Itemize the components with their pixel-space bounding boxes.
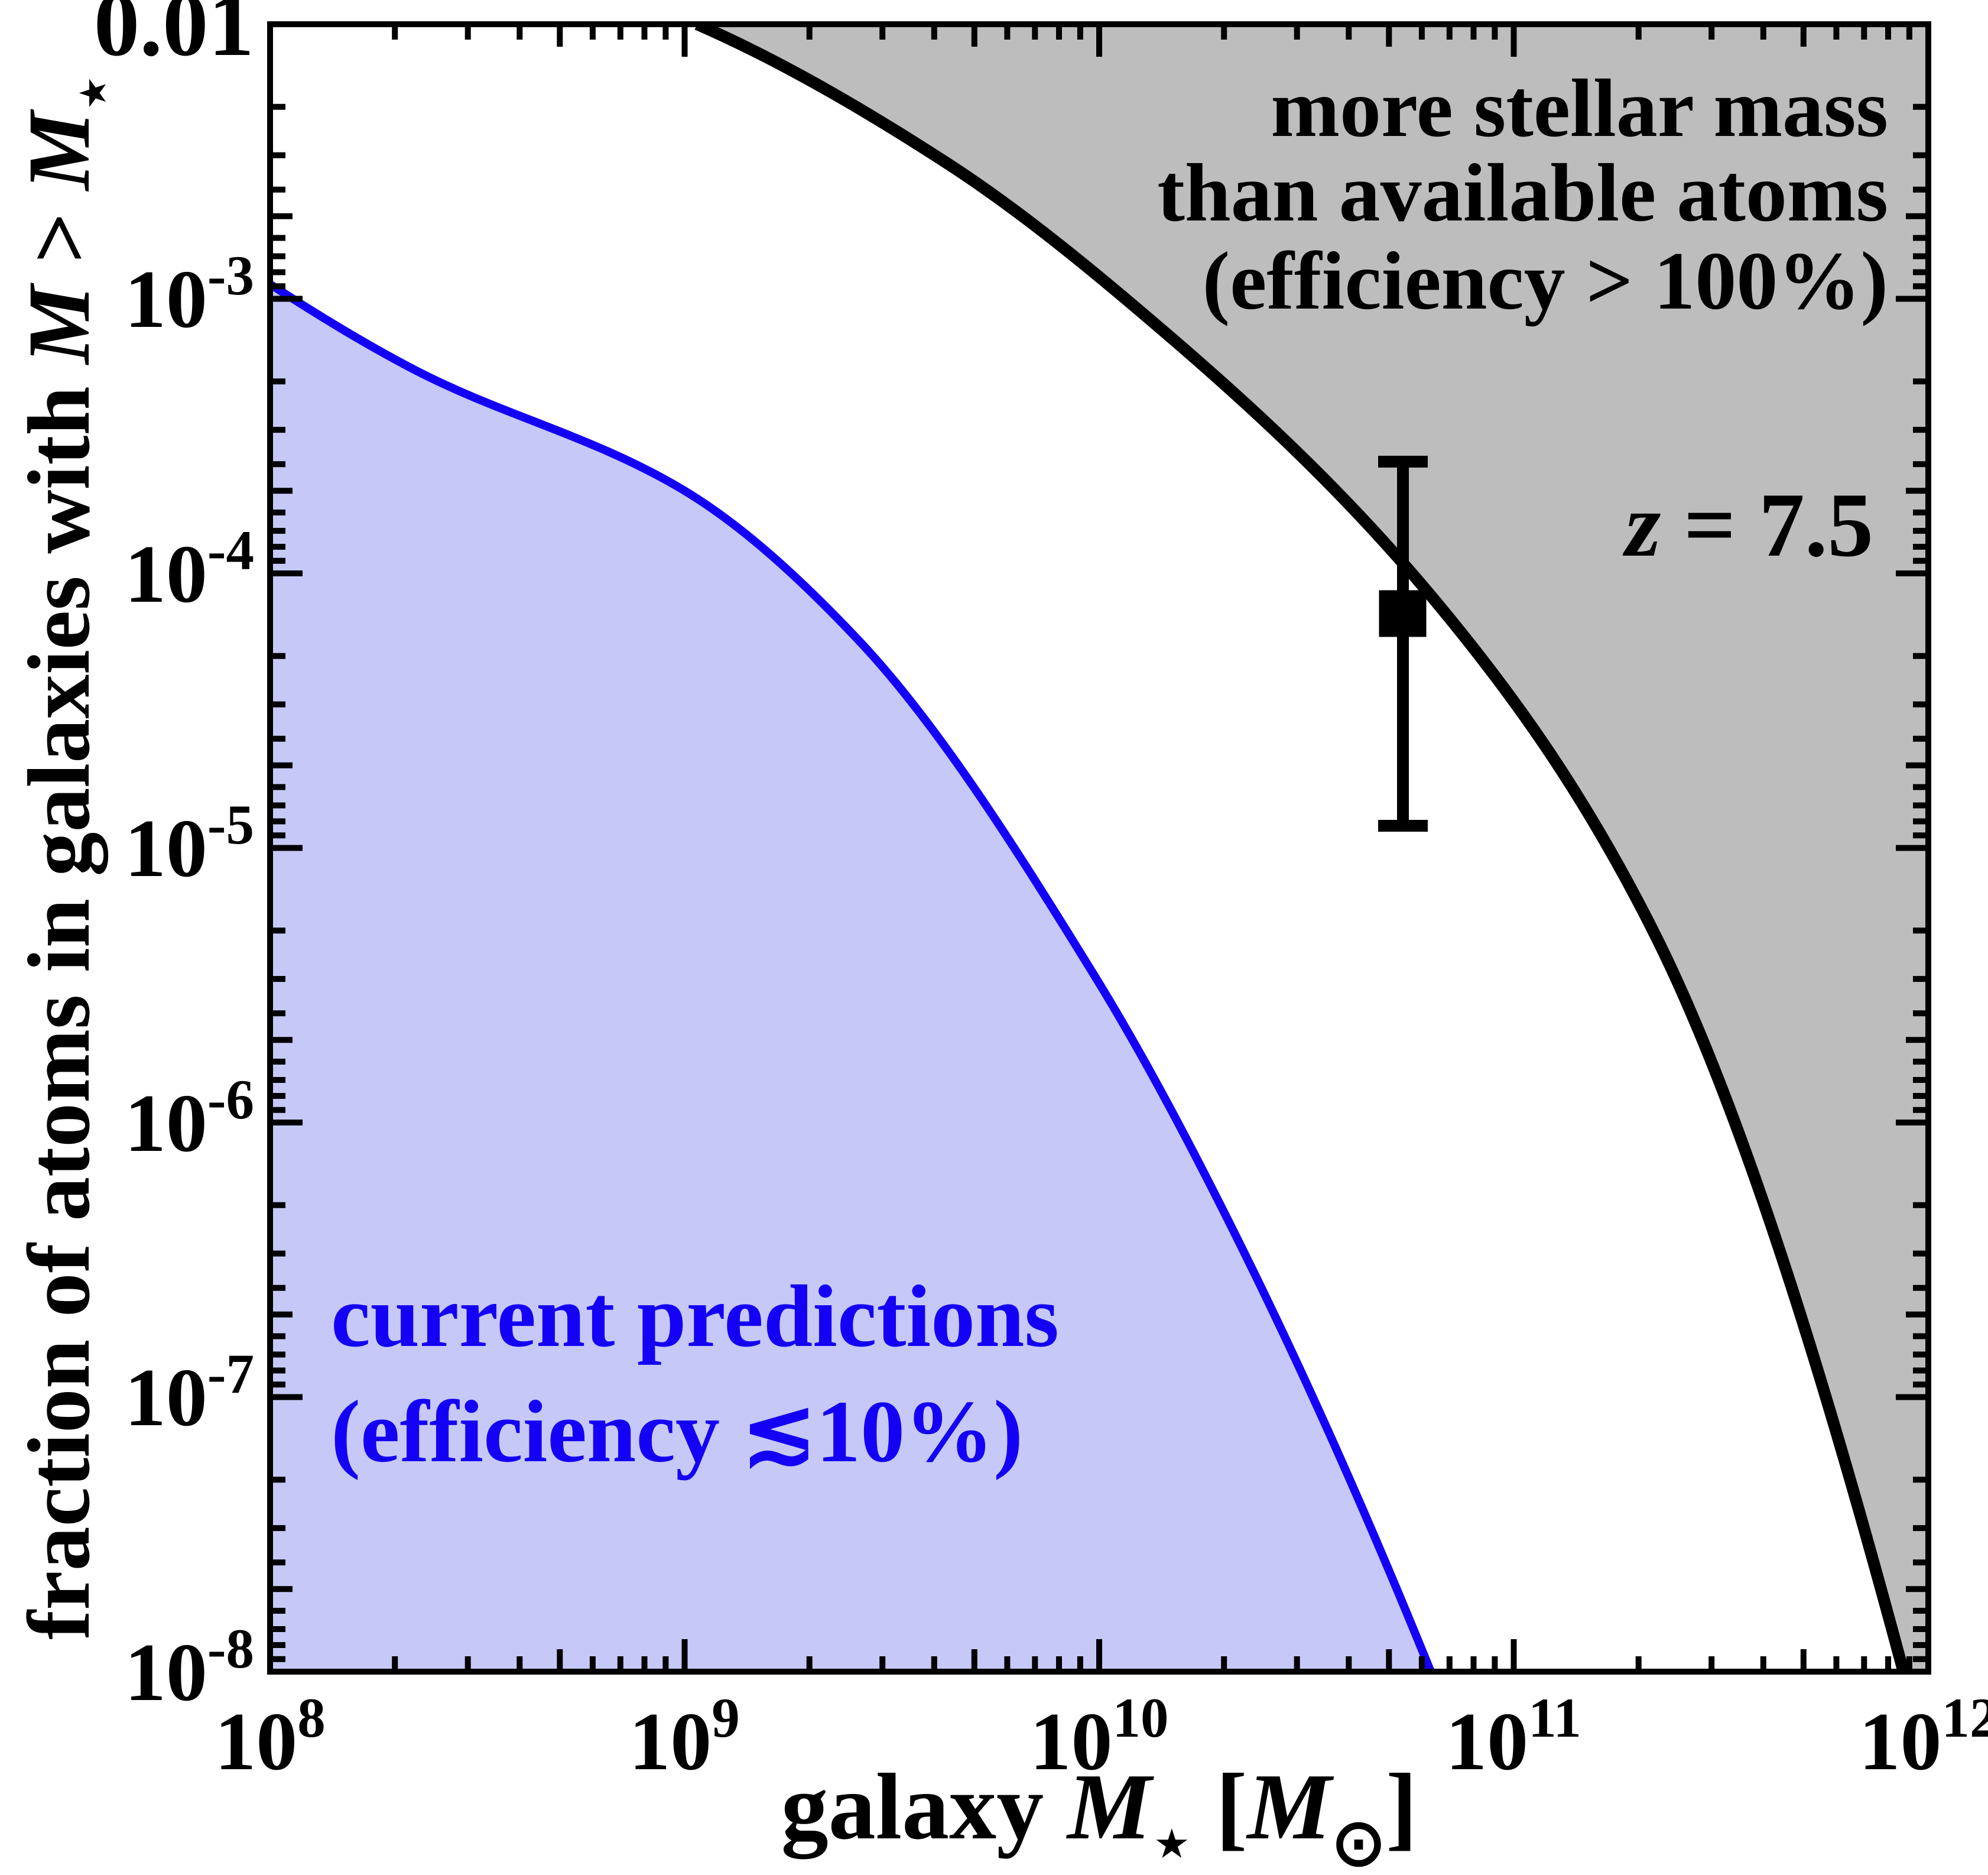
svg-text:1011: 1011	[1445, 1686, 1581, 1788]
svg-text:current predictions: current predictions	[331, 1267, 1059, 1365]
svg-text:10-4: 10-4	[125, 519, 254, 620]
svg-text:108: 108	[215, 1686, 326, 1788]
svg-text:z = 7.5: z = 7.5	[1622, 474, 1873, 576]
svg-text:1012: 1012	[1859, 1686, 1988, 1788]
svg-text:10-5: 10-5	[125, 793, 254, 894]
svg-text:galaxy M⋆ [M⊙]: galaxy M⋆ [M⊙]	[781, 1754, 1418, 1872]
svg-text:more stellar mass: more stellar mass	[1271, 63, 1888, 154]
svg-text:0.01: 0.01	[94, 0, 254, 75]
svg-text:(efficiency > 100%): (efficiency > 100%)	[1203, 235, 1888, 327]
svg-text:109: 109	[629, 1686, 740, 1788]
svg-text:10-7: 10-7	[125, 1342, 254, 1443]
svg-text:fraction of atoms in galaxies: fraction of atoms in galaxies with M > M…	[10, 74, 125, 1640]
svg-text:10-3: 10-3	[125, 244, 254, 345]
svg-text:than available atoms: than available atoms	[1157, 147, 1888, 239]
svg-text:(efficiency ≲10%): (efficiency ≲10%)	[331, 1383, 1023, 1481]
svg-text:10-6: 10-6	[125, 1068, 254, 1169]
